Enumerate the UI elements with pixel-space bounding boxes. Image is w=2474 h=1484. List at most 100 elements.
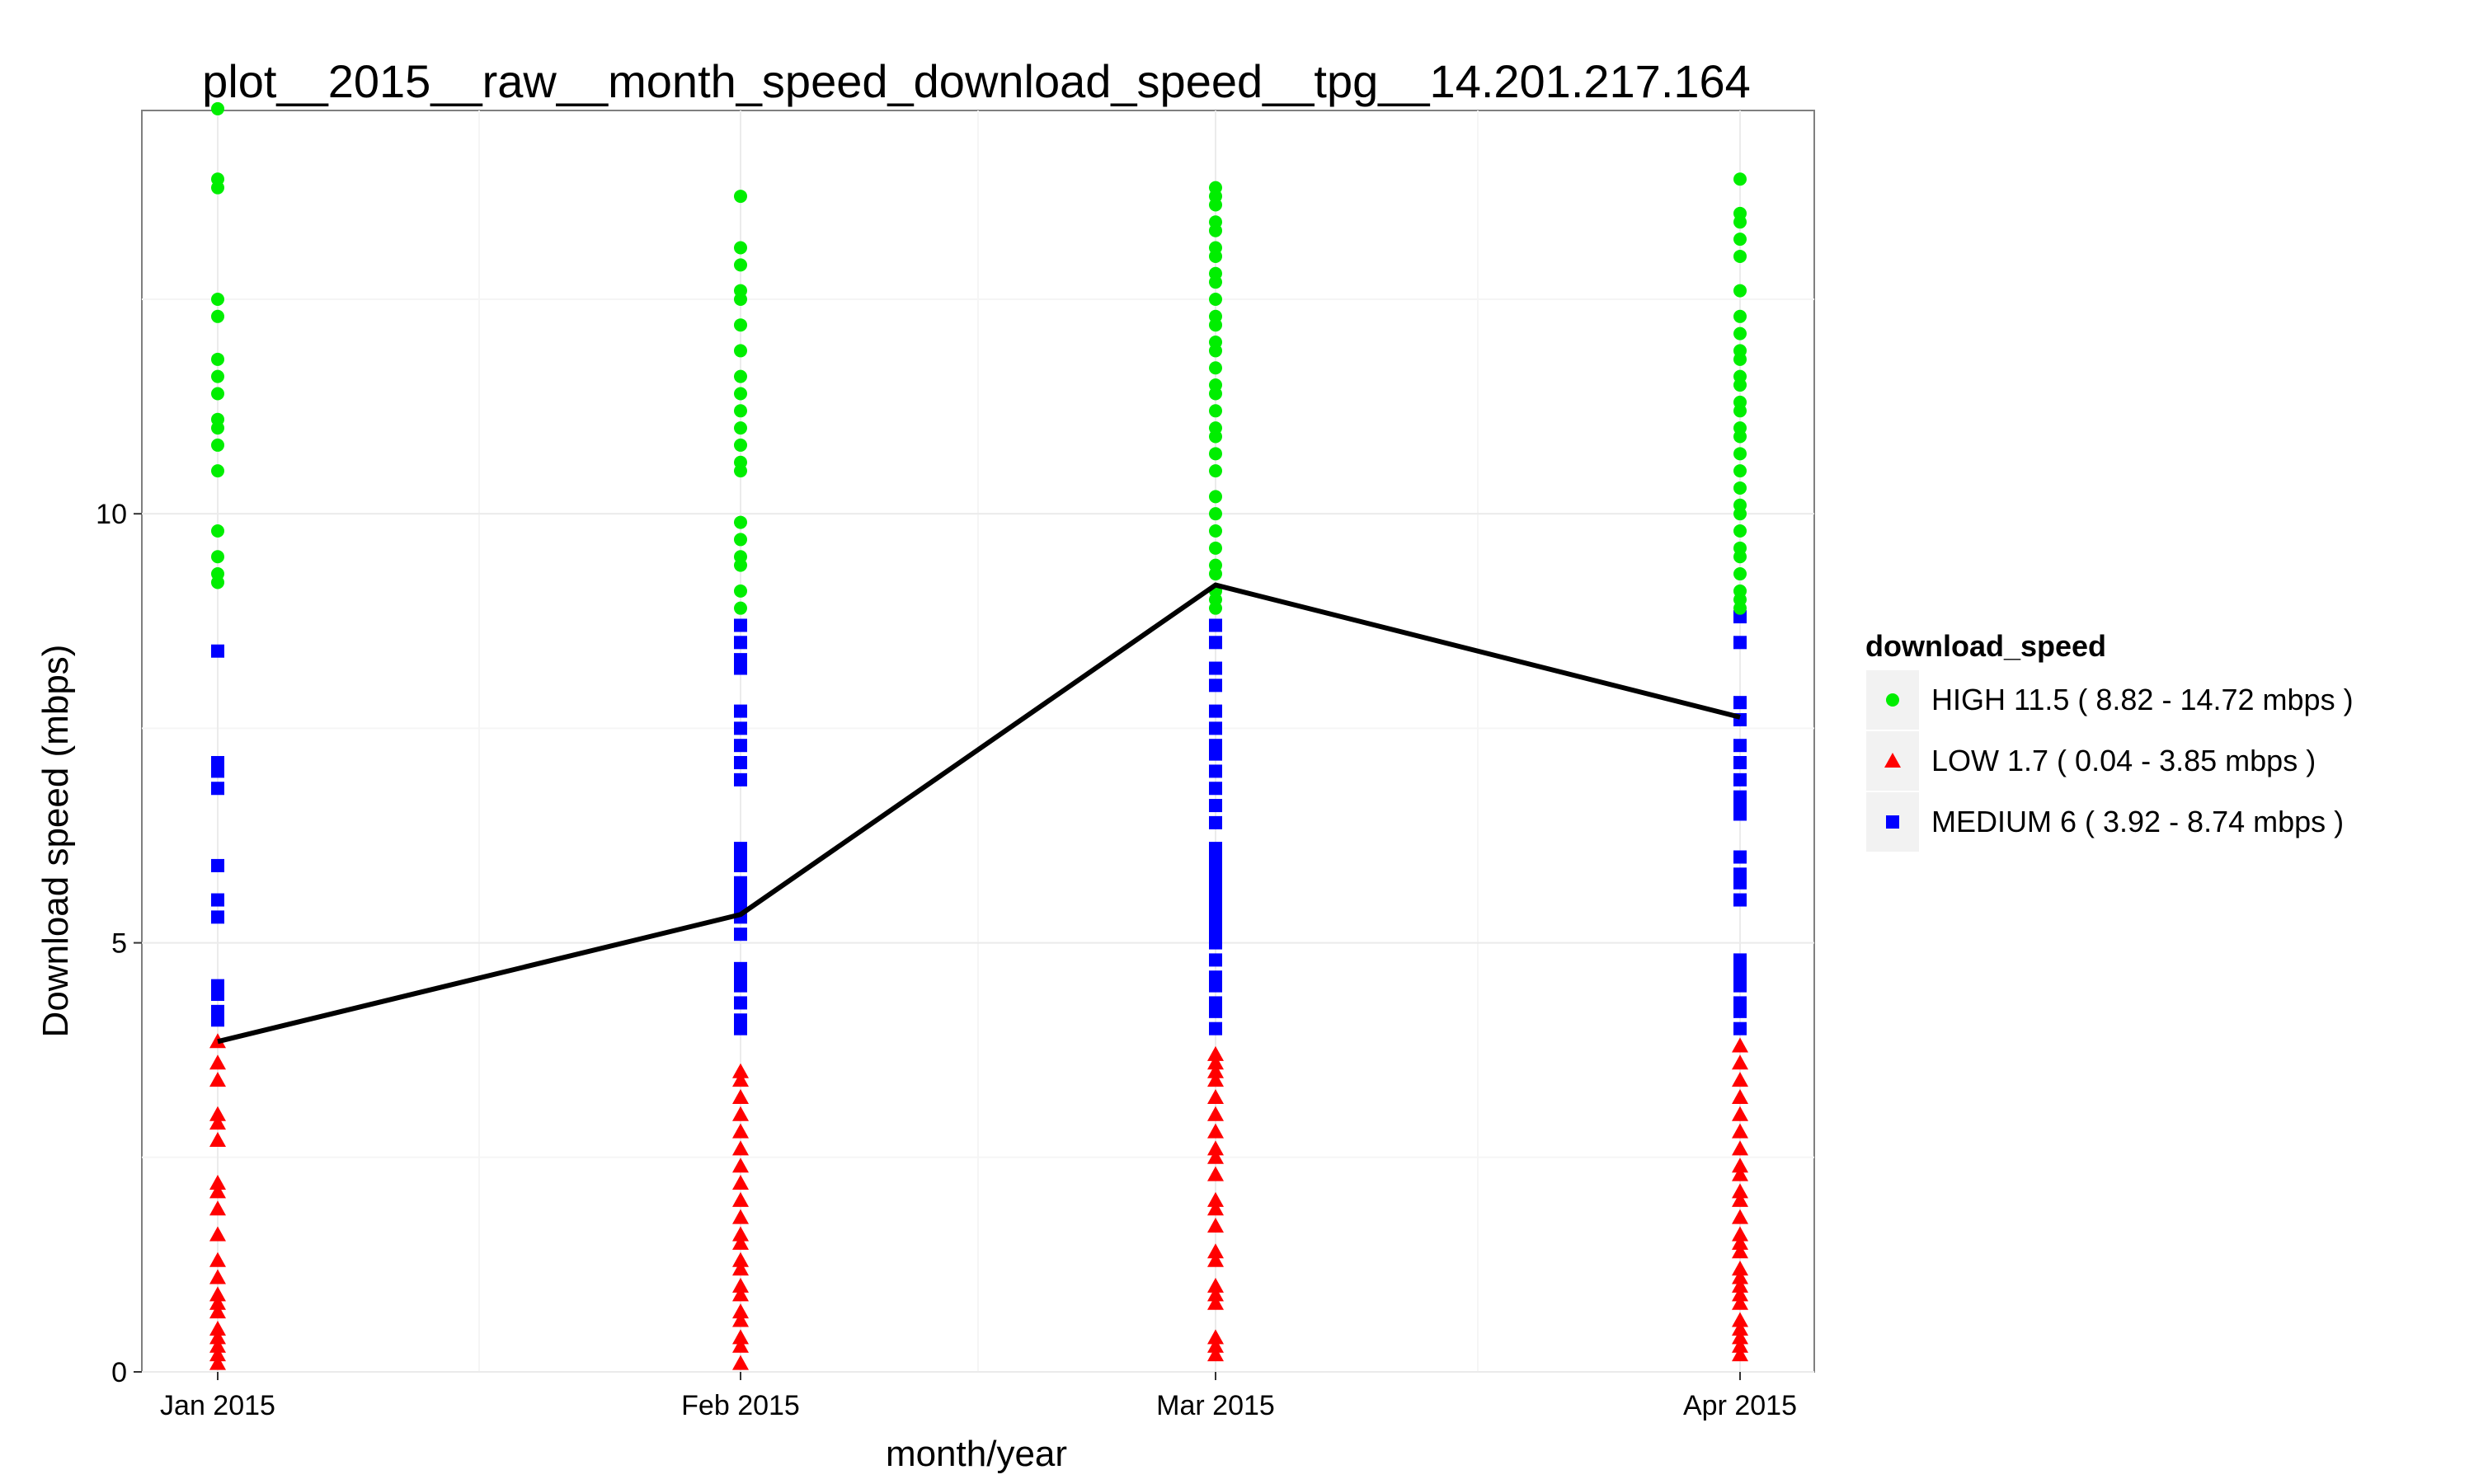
point-low bbox=[1732, 1088, 1748, 1104]
point-medium bbox=[1209, 679, 1222, 693]
point-low bbox=[1732, 1123, 1748, 1139]
point-low bbox=[732, 1158, 749, 1173]
legend-marker-medium bbox=[1886, 815, 1899, 829]
point-low bbox=[1207, 1286, 1224, 1302]
point-low bbox=[732, 1123, 749, 1139]
point-high bbox=[1209, 249, 1222, 263]
point-medium bbox=[734, 996, 747, 1010]
point-medium bbox=[734, 618, 747, 632]
point-medium bbox=[1209, 1021, 1222, 1036]
point-low bbox=[1732, 1337, 1748, 1353]
point-high bbox=[211, 292, 224, 306]
point-high bbox=[734, 421, 747, 435]
point-high bbox=[1733, 524, 1747, 538]
point-medium bbox=[211, 893, 224, 907]
point-high bbox=[1733, 404, 1747, 418]
point-low bbox=[209, 1294, 226, 1310]
point-low bbox=[1207, 1252, 1224, 1267]
point-medium bbox=[1209, 618, 1222, 632]
point-high bbox=[734, 558, 747, 572]
point-medium bbox=[211, 910, 224, 924]
point-medium bbox=[211, 644, 224, 658]
point-high bbox=[211, 387, 224, 401]
point-high bbox=[1209, 601, 1222, 615]
point-medium bbox=[734, 636, 747, 650]
point-low bbox=[1732, 1140, 1748, 1156]
point-low bbox=[209, 1252, 226, 1267]
point-low bbox=[732, 1312, 749, 1327]
point-high bbox=[211, 524, 224, 538]
point-low bbox=[732, 1226, 749, 1242]
point-low bbox=[1732, 1312, 1748, 1327]
point-low bbox=[1732, 1158, 1748, 1173]
point-high bbox=[1733, 172, 1747, 186]
point-high bbox=[211, 369, 224, 383]
point-low bbox=[1207, 1054, 1224, 1070]
point-high bbox=[1733, 550, 1747, 564]
point-low bbox=[209, 1269, 226, 1284]
point-high bbox=[734, 369, 747, 383]
point-low bbox=[1732, 1261, 1748, 1276]
point-high bbox=[211, 438, 224, 452]
point-low bbox=[1207, 1277, 1224, 1293]
point-medium bbox=[211, 764, 224, 778]
legend-label: MEDIUM 6 ( 3.92 - 8.74 mbps ) bbox=[1931, 805, 2344, 838]
point-high bbox=[734, 387, 747, 401]
point-low bbox=[1732, 1037, 1748, 1053]
point-low bbox=[1732, 1346, 1748, 1362]
point-low bbox=[732, 1303, 749, 1319]
x-tick-label: Mar 2015 bbox=[1156, 1390, 1275, 1421]
point-low bbox=[732, 1209, 749, 1224]
legend: download_speed HIGH 11.5 ( 8.82 - 14.72 … bbox=[1865, 629, 2354, 853]
point-low bbox=[209, 1131, 226, 1147]
point-high bbox=[211, 101, 224, 115]
point-low bbox=[1207, 1346, 1224, 1362]
point-medium bbox=[1209, 636, 1222, 650]
point-low bbox=[209, 1355, 226, 1370]
point-low bbox=[209, 1286, 226, 1302]
point-low bbox=[732, 1355, 749, 1370]
point-low bbox=[209, 1072, 226, 1087]
y-tick-label: 0 bbox=[111, 1357, 127, 1388]
axes: 0 5 10 Jan 2015 Feb 2015 Mar 2015 Apr 2015 bbox=[96, 499, 1797, 1421]
point-high bbox=[1209, 318, 1222, 332]
point-low bbox=[1207, 1218, 1224, 1233]
point-low bbox=[209, 1183, 226, 1199]
y-tick-label: 5 bbox=[111, 928, 127, 960]
point-low bbox=[1732, 1166, 1748, 1181]
point-high bbox=[734, 584, 747, 598]
point-high bbox=[1733, 464, 1747, 478]
point-medium bbox=[1209, 704, 1222, 718]
point-low bbox=[732, 1063, 749, 1078]
y-axis-title: Download speed (mbps) bbox=[35, 645, 76, 1038]
point-medium bbox=[734, 739, 747, 753]
point-medium bbox=[211, 782, 224, 796]
point-low bbox=[1732, 1209, 1748, 1224]
point-medium bbox=[734, 928, 747, 942]
point-medium bbox=[1733, 1004, 1747, 1018]
point-low bbox=[1207, 1088, 1224, 1104]
point-high bbox=[734, 515, 747, 529]
point-low bbox=[732, 1088, 749, 1104]
point-high bbox=[1733, 249, 1747, 263]
point-low bbox=[209, 1054, 226, 1070]
point-low bbox=[1207, 1166, 1224, 1181]
point-low bbox=[1732, 1294, 1748, 1310]
point-high bbox=[734, 190, 747, 204]
point-high bbox=[1733, 430, 1747, 444]
point-high bbox=[1733, 284, 1747, 298]
point-medium bbox=[211, 1013, 224, 1027]
data-points bbox=[209, 101, 1748, 1370]
point-high bbox=[1209, 275, 1222, 289]
point-low bbox=[1732, 1269, 1748, 1284]
point-low bbox=[209, 1226, 226, 1242]
point-medium bbox=[1209, 979, 1222, 993]
x-axis-title: month/year bbox=[886, 1434, 1067, 1474]
point-high bbox=[1733, 352, 1747, 366]
point-high bbox=[1209, 464, 1222, 478]
point-high bbox=[734, 318, 747, 332]
point-medium bbox=[1209, 782, 1222, 796]
point-medium bbox=[1209, 764, 1222, 778]
y-tick-label: 10 bbox=[96, 499, 127, 530]
